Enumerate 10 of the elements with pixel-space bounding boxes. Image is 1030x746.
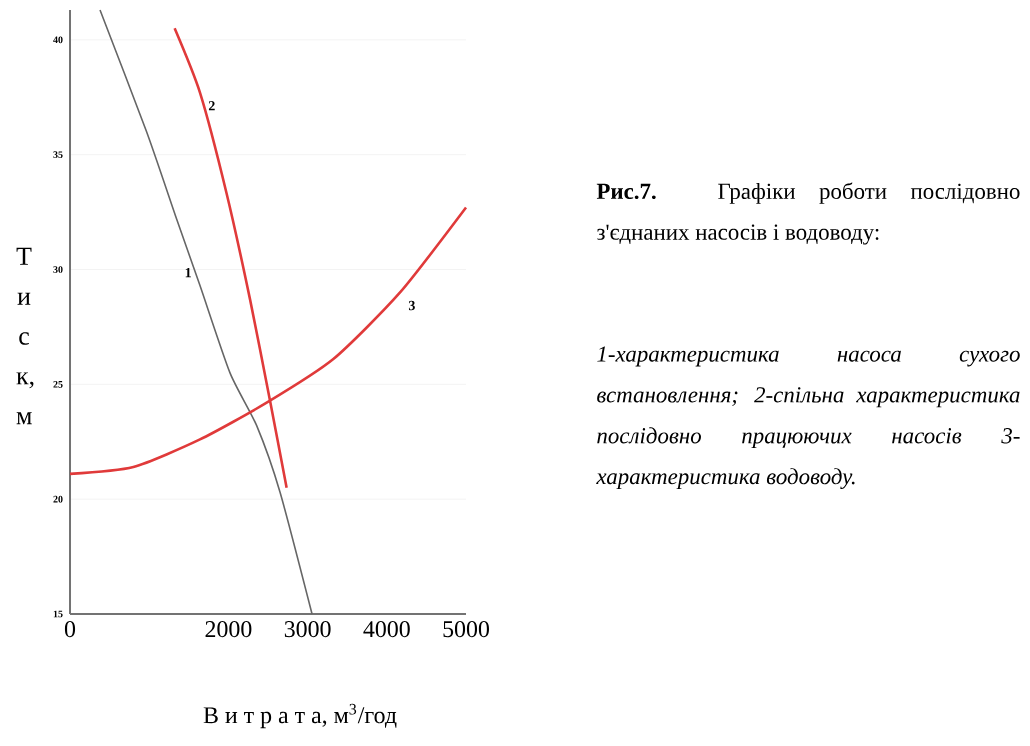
x-tick-label: 3000 — [284, 621, 331, 638]
x-tick-label: 4000 — [363, 621, 410, 638]
y-axis-title: Т и с к, м — [16, 247, 34, 425]
x-tick-label: 0 — [64, 621, 76, 638]
line-series — [99, 9, 313, 615]
text: 1-характеристика насоса сухого встановлення; 2-спільна характеристика послідовно працюючих насосів 3-характеристика водоводу. — [596, 346, 1020, 489]
x-axis-title: В и т р а т а, м$^{3}$/год — [203, 703, 397, 729]
x-tick-label: 5000 — [443, 621, 489, 638]
x-tick-label: 2000 — [205, 621, 252, 638]
text: Рис.7. Графіки роботи послідовно з'єднаних насосів і водоводу: — [596, 182, 1020, 245]
